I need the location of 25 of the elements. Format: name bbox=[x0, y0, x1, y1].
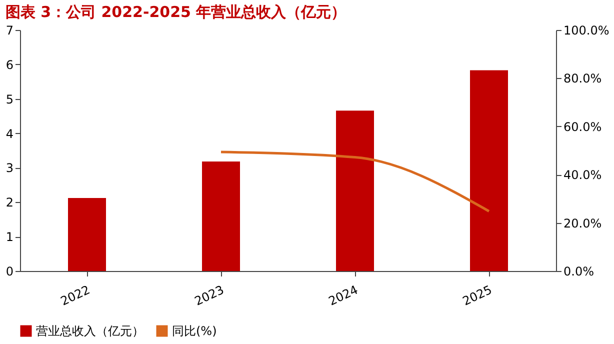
y-tick-label: 1 bbox=[6, 230, 14, 244]
y2-tick-label: 100.0% bbox=[564, 24, 610, 38]
bar bbox=[470, 70, 508, 271]
x-tick-label: 2025 bbox=[460, 282, 494, 308]
x-tick-label: 2023 bbox=[192, 282, 226, 308]
y2-tick-label: 80.0% bbox=[564, 72, 602, 86]
bar bbox=[68, 198, 106, 271]
y-tick-label: 6 bbox=[6, 58, 14, 72]
x-tick-label: 2024 bbox=[326, 282, 360, 308]
y2-tick-label: 0.0% bbox=[564, 264, 594, 278]
y-tick-label: 0 bbox=[6, 264, 14, 278]
legend-label: 营业总收入（亿元） bbox=[36, 324, 144, 338]
y-tick-label: 2 bbox=[6, 196, 14, 210]
chart-title: 图表 3：公司 2022-2025 年营业总收入（亿元） bbox=[5, 3, 346, 21]
y2-tick-label: 20.0% bbox=[564, 216, 602, 230]
y2-tick-label: 40.0% bbox=[564, 168, 602, 182]
legend-label: 同比(%) bbox=[172, 324, 217, 338]
x-tick-label: 2022 bbox=[58, 282, 92, 308]
y-tick-label: 3 bbox=[6, 161, 14, 176]
bar bbox=[336, 110, 374, 271]
y-tick-label: 7 bbox=[6, 24, 14, 38]
y-tick-label: 4 bbox=[6, 126, 14, 141]
y-tick-label: 5 bbox=[6, 92, 14, 106]
bar bbox=[202, 162, 240, 271]
y2-tick-label: 60.0% bbox=[564, 120, 602, 134]
